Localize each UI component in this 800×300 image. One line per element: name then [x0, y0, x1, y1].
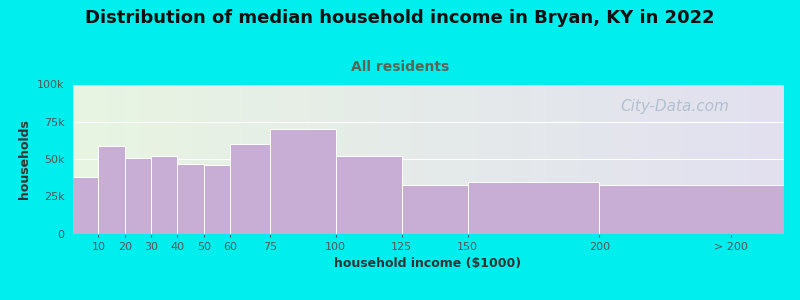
Text: Distribution of median household income in Bryan, KY in 2022: Distribution of median household income … — [85, 9, 715, 27]
Bar — [125, 158, 151, 234]
Bar — [270, 129, 336, 234]
Bar — [599, 184, 784, 234]
Bar — [72, 177, 98, 234]
Text: All residents: All residents — [351, 60, 449, 74]
Bar — [204, 165, 230, 234]
Bar — [402, 184, 467, 234]
Text: City-Data.com: City-Data.com — [620, 99, 729, 114]
Bar — [467, 182, 599, 234]
Bar — [98, 146, 125, 234]
Bar — [336, 156, 402, 234]
Bar — [151, 156, 178, 234]
Y-axis label: households: households — [18, 119, 31, 199]
X-axis label: household income ($1000): household income ($1000) — [334, 257, 522, 270]
Bar — [178, 164, 204, 234]
Bar — [230, 144, 270, 234]
